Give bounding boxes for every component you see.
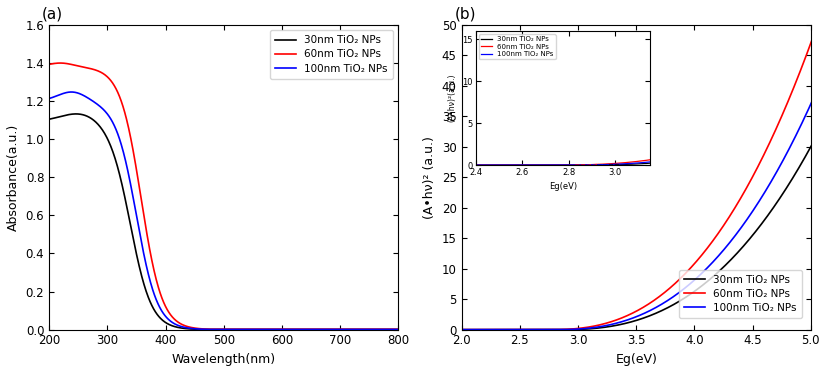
100nm TiO₂ NPs <box>206 327 216 332</box>
100nm TiO₂ NPs <box>65 90 75 94</box>
30nm TiO₂ NPs <box>493 327 503 332</box>
Text: (b): (b) <box>455 7 476 22</box>
60nm TiO₂ NPs <box>44 62 54 66</box>
Legend: 30nm TiO₂ NPs, 60nm TiO₂ NPs, 100nm TiO₂ NPs: 30nm TiO₂ NPs, 60nm TiO₂ NPs, 100nm TiO₂… <box>270 30 393 79</box>
Line: 30nm TiO₂ NPs: 30nm TiO₂ NPs <box>461 136 816 330</box>
100nm TiO₂ NPs <box>267 327 277 332</box>
Legend: 30nm TiO₂ NPs, 60nm TiO₂ NPs, 100nm TiO₂ NPs: 30nm TiO₂ NPs, 60nm TiO₂ NPs, 100nm TiO₂… <box>679 270 802 318</box>
100nm TiO₂ NPs <box>613 320 623 325</box>
60nm TiO₂ NPs <box>700 248 710 253</box>
60nm TiO₂ NPs <box>267 327 277 332</box>
30nm TiO₂ NPs <box>734 250 743 254</box>
100nm TiO₂ NPs <box>740 220 750 225</box>
Line: 60nm TiO₂ NPs: 60nm TiO₂ NPs <box>49 63 399 329</box>
30nm TiO₂ NPs <box>248 327 258 332</box>
60nm TiO₂ NPs <box>613 317 623 322</box>
Line: 30nm TiO₂ NPs: 30nm TiO₂ NPs <box>49 114 399 329</box>
30nm TiO₂ NPs <box>257 327 267 332</box>
60nm TiO₂ NPs <box>493 327 503 332</box>
60nm TiO₂ NPs <box>310 327 320 332</box>
100nm TiO₂ NPs <box>734 229 743 233</box>
100nm TiO₂ NPs <box>811 89 821 93</box>
30nm TiO₂ NPs <box>394 327 404 332</box>
100nm TiO₂ NPs <box>493 327 503 332</box>
X-axis label: Eg(eV): Eg(eV) <box>615 353 657 366</box>
100nm TiO₂ NPs <box>346 327 356 332</box>
100nm TiO₂ NPs <box>257 327 267 332</box>
60nm TiO₂ NPs <box>734 200 743 204</box>
60nm TiO₂ NPs <box>346 327 356 332</box>
30nm TiO₂ NPs <box>310 327 320 332</box>
Y-axis label: Absorbance(a.u.): Absorbance(a.u.) <box>7 123 20 231</box>
30nm TiO₂ NPs <box>65 112 75 117</box>
30nm TiO₂ NPs <box>811 134 821 138</box>
30nm TiO₂ NPs <box>700 281 710 285</box>
100nm TiO₂ NPs <box>457 327 466 332</box>
60nm TiO₂ NPs <box>66 62 76 67</box>
60nm TiO₂ NPs <box>248 327 258 332</box>
30nm TiO₂ NPs <box>600 325 610 329</box>
30nm TiO₂ NPs <box>740 242 750 247</box>
60nm TiO₂ NPs <box>257 327 267 332</box>
30nm TiO₂ NPs <box>457 327 466 332</box>
60nm TiO₂ NPs <box>457 327 466 332</box>
30nm TiO₂ NPs <box>71 112 81 116</box>
30nm TiO₂ NPs <box>346 327 356 332</box>
100nm TiO₂ NPs <box>600 323 610 328</box>
100nm TiO₂ NPs <box>44 96 54 101</box>
60nm TiO₂ NPs <box>811 25 821 29</box>
100nm TiO₂ NPs <box>310 327 320 332</box>
60nm TiO₂ NPs <box>740 189 750 193</box>
30nm TiO₂ NPs <box>44 117 54 122</box>
100nm TiO₂ NPs <box>394 327 404 332</box>
60nm TiO₂ NPs <box>55 61 65 65</box>
100nm TiO₂ NPs <box>66 90 76 94</box>
60nm TiO₂ NPs <box>394 327 404 332</box>
30nm TiO₂ NPs <box>613 323 623 327</box>
X-axis label: Wavelength(nm): Wavelength(nm) <box>172 353 275 366</box>
Line: 100nm TiO₂ NPs: 100nm TiO₂ NPs <box>461 91 816 330</box>
30nm TiO₂ NPs <box>199 327 209 332</box>
100nm TiO₂ NPs <box>700 267 710 272</box>
60nm TiO₂ NPs <box>205 327 215 332</box>
100nm TiO₂ NPs <box>248 327 258 332</box>
Text: (a): (a) <box>42 7 63 22</box>
Line: 60nm TiO₂ NPs: 60nm TiO₂ NPs <box>461 27 816 330</box>
30nm TiO₂ NPs <box>267 327 277 332</box>
Y-axis label: (A•hν)² (a.u.): (A•hν)² (a.u.) <box>423 136 437 219</box>
60nm TiO₂ NPs <box>600 321 610 326</box>
Line: 100nm TiO₂ NPs: 100nm TiO₂ NPs <box>49 92 399 329</box>
